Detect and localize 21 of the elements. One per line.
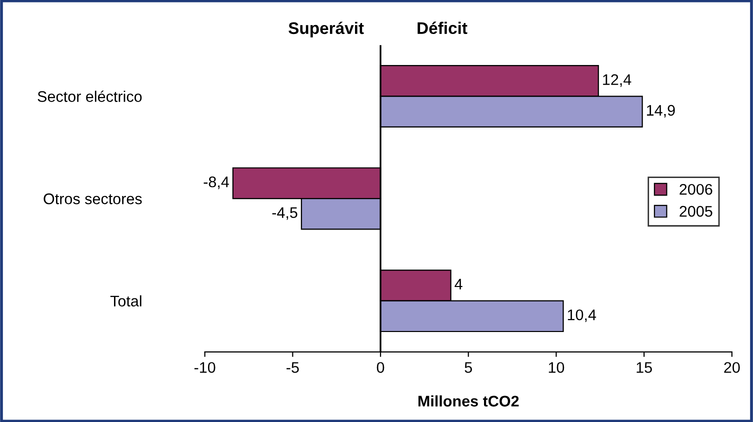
x-tick-label: 0 bbox=[376, 362, 384, 373]
y-tick-label: Sector eléctrico bbox=[38, 90, 142, 102]
legend-label: 2006 bbox=[680, 184, 712, 195]
x-tick-label: -5 bbox=[286, 362, 299, 373]
x-tick-label: 5 bbox=[464, 362, 472, 373]
y-tick-label: Otros sectores bbox=[44, 193, 142, 204]
data-label: 10,4 bbox=[568, 309, 596, 322]
data-label: 4 bbox=[454, 278, 462, 290]
data-label: -4,5 bbox=[272, 207, 298, 220]
x-tick-label: 15 bbox=[636, 362, 652, 373]
text: Superávit bbox=[288, 22, 364, 38]
x-tick-label: 10 bbox=[548, 362, 564, 373]
x-tick-label: 20 bbox=[724, 362, 740, 373]
data-label: -8,4 bbox=[204, 176, 229, 190]
x-tick-label: -10 bbox=[194, 362, 216, 373]
x-axis-title: Millones tCO2 bbox=[418, 395, 519, 407]
data-label: 12,4 bbox=[603, 74, 632, 87]
text: Déficit bbox=[418, 22, 468, 34]
y-tick-label: Total bbox=[110, 295, 142, 306]
legend-label: 2005 bbox=[680, 206, 712, 217]
data-label: 14,9 bbox=[646, 104, 675, 118]
